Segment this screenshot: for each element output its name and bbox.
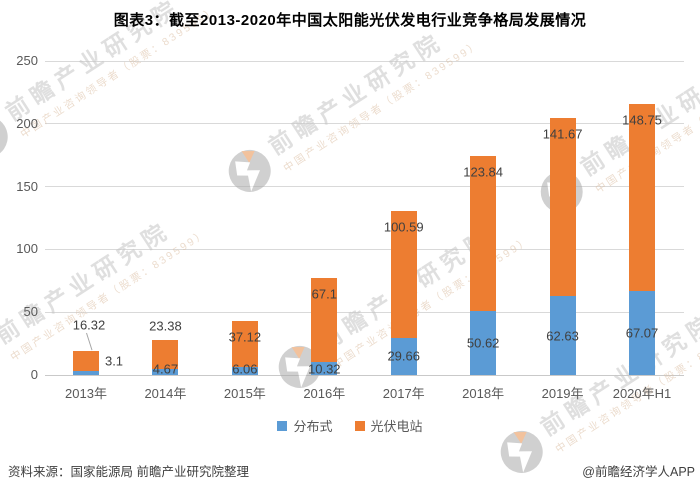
x-axis-label: 2017年 xyxy=(382,386,425,401)
x-axis-label: 2018年 xyxy=(462,386,505,401)
gridline-100 xyxy=(45,248,684,250)
gridline-250 xyxy=(45,60,684,62)
data-label-distributed: 6.06 xyxy=(232,361,258,377)
gridline-50 xyxy=(45,311,684,313)
data-label-station: 148.75 xyxy=(622,112,662,128)
data-label-distributed: 50.62 xyxy=(466,335,500,351)
data-label-station: 16.32 xyxy=(72,317,106,333)
gridline-200 xyxy=(45,123,684,125)
x-axis-label: 2019年 xyxy=(541,386,584,401)
data-label-distributed: 4.67 xyxy=(152,361,179,377)
watermark-text: 前瞻产业研究院中国产业咨询领导者（股票：839599） xyxy=(0,195,210,364)
gridline-0 xyxy=(45,374,684,376)
legend-label: 分布式 xyxy=(293,419,333,434)
watermark-text: 前瞻产业研究院中国产业咨询领导者（股票：839599） xyxy=(261,6,483,175)
x-axis-label: 2015年 xyxy=(223,386,266,401)
x-axis-label: 2014年 xyxy=(144,386,187,401)
gridline-150 xyxy=(45,186,684,188)
bar-segment-station-2020年H1 xyxy=(629,103,655,291)
legend: 分布式 光伏电站 xyxy=(0,416,700,435)
x-axis-label: 2013年 xyxy=(65,386,107,401)
bar-segment-distributed-2015年 xyxy=(231,367,258,375)
data-label-distributed: 62.63 xyxy=(546,328,579,344)
bar-segment-distributed-2019年 xyxy=(549,296,576,375)
legend-swatch-icon xyxy=(354,420,365,431)
data-label-station: 141.67 xyxy=(542,126,583,142)
bar-segment-distributed-2017年 xyxy=(390,337,417,375)
bar-segment-distributed-2020年H1 xyxy=(629,290,655,375)
y-axis-tick-label: 100 xyxy=(16,241,38,257)
legend-label: 光伏电站 xyxy=(370,419,423,434)
credit-note: @前瞻经济学人APP xyxy=(582,465,695,479)
y-axis-tick-label: 250 xyxy=(16,53,38,68)
data-label-distributed: 3.1 xyxy=(104,353,124,369)
y-axis-tick-label: 150 xyxy=(16,178,38,194)
data-label-station: 67.1 xyxy=(311,286,337,302)
bar-segment-station-2019年 xyxy=(549,118,576,297)
bar-segment-distributed-2014年 xyxy=(152,369,179,375)
bar-segment-distributed-2018年 xyxy=(470,311,497,375)
legend-swatch-icon xyxy=(277,420,288,431)
legend-item: 分布式 xyxy=(277,416,333,435)
data-label-distributed: 10.32 xyxy=(308,361,341,377)
data-label-station: 23.38 xyxy=(149,318,182,334)
x-axis-label: 2016年 xyxy=(303,386,346,401)
bar-segment-station-2013年 xyxy=(73,350,99,372)
bar-segment-station-2014年 xyxy=(152,339,179,370)
watermark-tagline: 中国产业咨询领导者（股票：839599） xyxy=(281,38,483,175)
chart-title: 图表3：截至2013-2020年中国太阳能光伏发电行业竞争格局发展情况 xyxy=(113,12,587,29)
y-axis-tick-label: 200 xyxy=(16,115,38,131)
bar-segment-station-2018年 xyxy=(470,155,497,312)
watermark-tagline: 中国产业咨询领导者（股票：839599） xyxy=(331,234,533,371)
data-label-station: 37.12 xyxy=(228,329,262,345)
bar-segment-station-2015年 xyxy=(231,320,258,368)
y-axis-tick-label: 50 xyxy=(23,304,38,320)
brand-logo-icon xyxy=(228,149,271,192)
data-label-distributed: 29.66 xyxy=(387,348,420,364)
data-label-station: 100.59 xyxy=(383,219,424,235)
x-axis-label: 2020年H1 xyxy=(612,386,672,401)
watermark: 前瞻产业研究院中国产业咨询领导者（股票：839599） xyxy=(217,6,483,203)
data-label-distributed: 67.07 xyxy=(625,325,659,341)
bar-segment-distributed-2013年 xyxy=(73,371,99,375)
y-axis-tick-label: 0 xyxy=(30,367,38,382)
bar-segment-station-2017年 xyxy=(390,211,417,338)
data-label-station: 123.84 xyxy=(463,164,504,180)
legend-item: 光伏电站 xyxy=(354,416,423,435)
source-note: 资料来源：国家能源局 前瞻产业研究院整理 xyxy=(8,465,249,479)
